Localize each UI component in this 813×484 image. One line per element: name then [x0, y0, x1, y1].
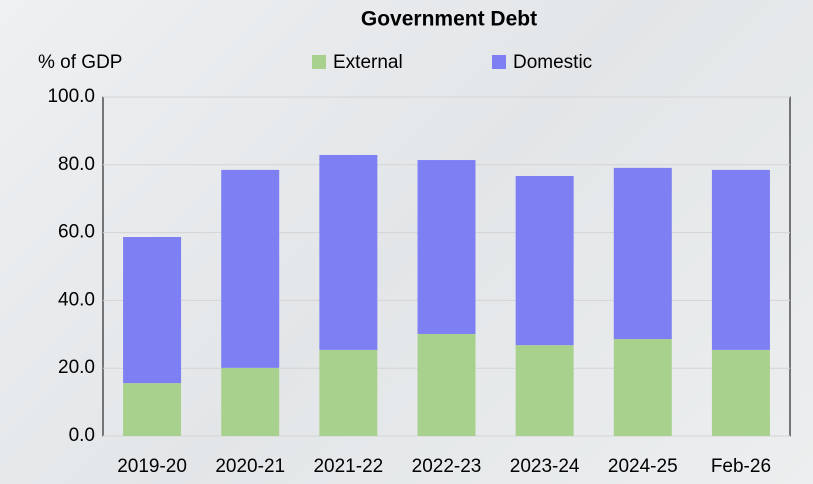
x-tick-label: Feb-26 — [711, 456, 771, 477]
bar-segment — [221, 367, 280, 436]
legend-swatch — [492, 55, 506, 69]
bar-segment — [123, 383, 182, 436]
bar-segment — [319, 154, 378, 350]
x-tick-label: 2023-24 — [510, 456, 580, 477]
bar-segment — [221, 169, 280, 368]
bar-segment — [711, 169, 770, 350]
x-tick-label: 2020-21 — [215, 456, 285, 477]
y-tick-label: 40.0 — [58, 289, 95, 310]
legend-label: Domestic — [513, 52, 592, 73]
bar-segment — [711, 349, 770, 436]
y-tick-label: 80.0 — [58, 154, 95, 175]
bar-segment — [613, 339, 672, 436]
bar-segment — [319, 349, 378, 436]
chart-title: Government Debt — [361, 8, 537, 31]
y-axis-label: % of GDP — [38, 52, 122, 73]
bar-segment — [613, 167, 672, 340]
bar-segment — [515, 345, 574, 436]
x-tick-label: 2019-20 — [117, 456, 187, 477]
y-tick-label: 60.0 — [58, 222, 95, 243]
bar-segment — [515, 175, 574, 346]
legend-label: External — [333, 52, 403, 73]
y-tick-label: 0.0 — [69, 425, 95, 446]
bar-segment — [417, 160, 476, 334]
x-tick-label: 2024-25 — [608, 456, 678, 477]
x-tick-label: 2021-22 — [313, 456, 383, 477]
bar-segment — [123, 237, 182, 384]
x-tick-label: 2022-23 — [412, 456, 482, 477]
legend-swatch — [312, 55, 326, 69]
y-tick-label: 100.0 — [47, 86, 95, 107]
y-tick-label: 20.0 — [58, 357, 95, 378]
bar-segment — [417, 333, 476, 436]
